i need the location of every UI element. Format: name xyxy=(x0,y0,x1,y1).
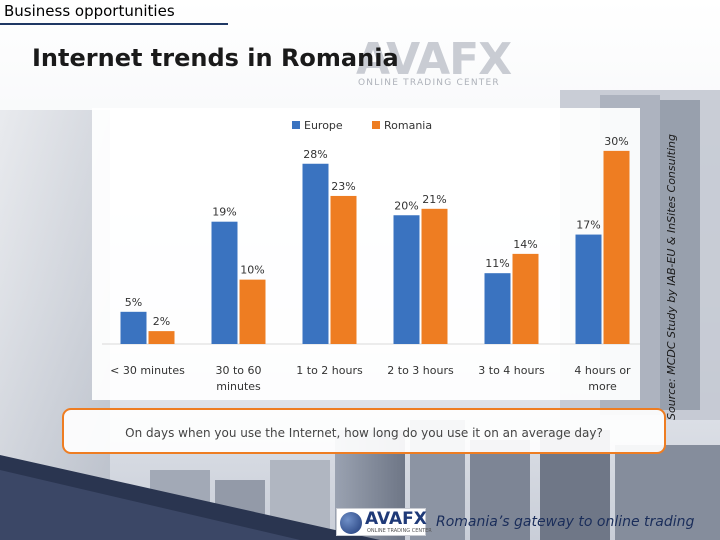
slide-title: Internet trends in Romania xyxy=(32,44,399,72)
data-label-romania-4: 14% xyxy=(513,238,537,251)
legend-label-europe: Europe xyxy=(304,119,343,132)
bar-europe-4 xyxy=(484,273,511,344)
legend-item-romania: Romania xyxy=(372,119,432,132)
bar-romania-4 xyxy=(512,253,539,344)
watermark-logo-text: AVAFX xyxy=(356,34,512,85)
bar-europe-3 xyxy=(393,215,420,344)
bar-romania-1 xyxy=(239,279,266,344)
category-label-1: 30 to 60 minutes xyxy=(215,364,261,393)
bar-europe-1 xyxy=(211,221,238,344)
avafx-watermark-logo: AVAFX ONLINE TRADING CENTER xyxy=(352,34,512,90)
legend-item-europe: Europe xyxy=(292,119,343,132)
legend-label-romania: Romania xyxy=(384,119,432,132)
category-label-2: 1 to 2 hours xyxy=(296,364,363,377)
source-note: Source: MCDC Study by IAB-EU & InSites C… xyxy=(665,134,678,420)
bar-europe-5 xyxy=(575,234,602,344)
data-label-europe-2: 28% xyxy=(303,148,327,161)
section-underline xyxy=(0,23,228,25)
chart-panel xyxy=(92,108,640,400)
data-label-romania-1: 10% xyxy=(240,264,264,277)
category-label-4: 3 to 4 hours xyxy=(478,364,545,377)
category-label-line: 3 to 4 hours xyxy=(478,364,545,377)
bar-romania-5 xyxy=(603,150,630,344)
watermark-logo-subtitle: ONLINE TRADING CENTER xyxy=(358,78,500,88)
bar-romania-3 xyxy=(421,208,448,344)
category-label-line: 2 to 3 hours xyxy=(387,364,454,377)
survey-question-box: On days when you use the Internet, how l… xyxy=(62,408,666,454)
category-label-line: more xyxy=(588,380,617,393)
globe-icon xyxy=(340,512,362,534)
data-label-europe-5: 17% xyxy=(576,219,600,232)
bar-europe-2 xyxy=(302,163,329,344)
data-label-romania-5: 30% xyxy=(604,135,628,148)
survey-question-text: On days when you use the Internet, how l… xyxy=(125,426,603,440)
data-label-romania-0: 2% xyxy=(153,315,170,328)
data-label-romania-2: 23% xyxy=(331,180,355,193)
footer-tagline: Romania’s gateway to online trading xyxy=(436,514,695,530)
category-label-5: 4 hours or more xyxy=(574,364,631,393)
footer-logo-subtitle: ONLINE TRADING CENTER xyxy=(367,528,432,534)
category-label-3: 2 to 3 hours xyxy=(387,364,454,377)
data-label-europe-1: 19% xyxy=(212,206,236,219)
category-label-line: < 30 minutes xyxy=(110,364,185,377)
bar-romania-2 xyxy=(330,195,357,344)
section-label: Business opportunities xyxy=(4,2,175,20)
category-label-0: < 30 minutes xyxy=(110,364,185,377)
data-label-romania-3: 21% xyxy=(422,193,446,206)
footer-logo: AVAFX ONLINE TRADING CENTER xyxy=(336,508,432,536)
bar-europe-0 xyxy=(120,311,147,344)
category-label-line: 30 to 60 xyxy=(215,364,261,377)
category-label-line: 1 to 2 hours xyxy=(296,364,363,377)
legend-swatch-romania xyxy=(372,121,380,129)
footer-logo-text: AVAFX xyxy=(365,509,427,529)
data-label-europe-3: 20% xyxy=(394,199,418,212)
legend-swatch-europe xyxy=(292,121,300,129)
data-label-europe-4: 11% xyxy=(485,257,509,270)
category-label-line: minutes xyxy=(216,380,261,393)
category-label-line: 4 hours or xyxy=(574,364,631,377)
bar-chart: Europe Romania 5% 2% < 30 minutes 19% 10% 30 to… xyxy=(102,119,640,393)
bar-romania-0 xyxy=(148,331,175,344)
data-label-europe-0: 5% xyxy=(125,296,142,309)
